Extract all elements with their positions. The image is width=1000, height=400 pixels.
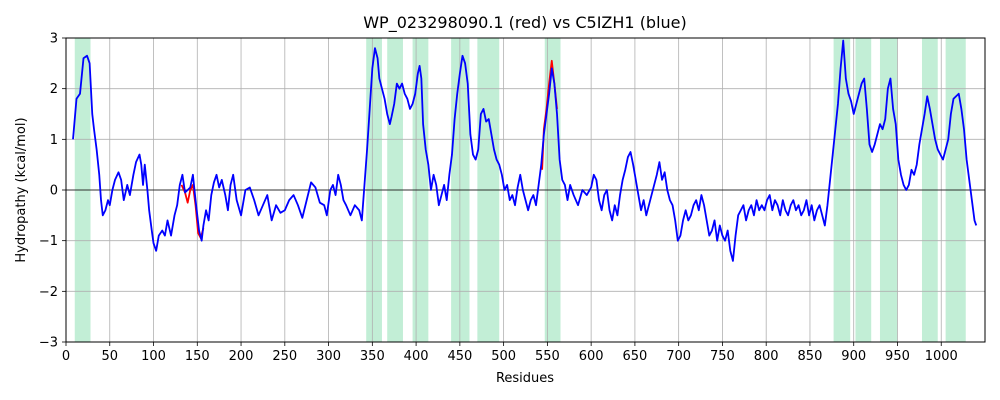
x-tick-label: 150 <box>185 349 210 364</box>
x-tick-label: 350 <box>360 349 385 364</box>
x-tick-label: 300 <box>316 349 341 364</box>
y-axis-ticks: −3 −2 −1 0 1 2 3 <box>39 32 66 351</box>
x-tick-label: 750 <box>710 349 735 364</box>
x-tick-label: 250 <box>272 349 297 364</box>
series-layer <box>72 39 978 262</box>
y-axis-label: Hydropathy (kcal/mol) <box>14 117 29 262</box>
x-tick-label: 50 <box>101 349 118 364</box>
x-tick-label: 600 <box>579 349 604 364</box>
y-tick-label: −1 <box>39 234 58 249</box>
x-tick-label: 700 <box>666 349 691 364</box>
y-tick-label: 1 <box>50 133 58 148</box>
x-axis-label: Residues <box>496 371 554 386</box>
x-tick-label: 550 <box>535 349 560 364</box>
x-tick-label: 100 <box>141 349 166 364</box>
series-line-0-0 <box>72 39 978 262</box>
x-tick-label: 650 <box>622 349 647 364</box>
x-tick-label: 450 <box>447 349 472 364</box>
x-tick-label: 400 <box>404 349 429 364</box>
x-tick-label: 500 <box>491 349 516 364</box>
x-tick-label: 200 <box>229 349 254 364</box>
y-tick-label: −3 <box>39 336 58 351</box>
y-tick-label: 2 <box>50 82 58 97</box>
y-tick-label: 3 <box>50 32 58 47</box>
y-tick-label: 0 <box>50 184 58 199</box>
x-tick-label: 0 <box>62 349 70 364</box>
x-axis-ticks: 0 50 100 150 200 250 300 350 400 450 500 550 600 650 7… <box>62 342 958 364</box>
x-tick-label: 850 <box>798 349 823 364</box>
x-tick-label: 900 <box>841 349 866 364</box>
x-tick-label: 1000 <box>925 349 958 364</box>
chart-title: WP_023298090.1 (red) vs C5IZH1 (blue) <box>363 13 687 33</box>
x-tick-label: 950 <box>885 349 910 364</box>
x-tick-label: 800 <box>754 349 779 364</box>
y-tick-label: −2 <box>39 285 58 300</box>
